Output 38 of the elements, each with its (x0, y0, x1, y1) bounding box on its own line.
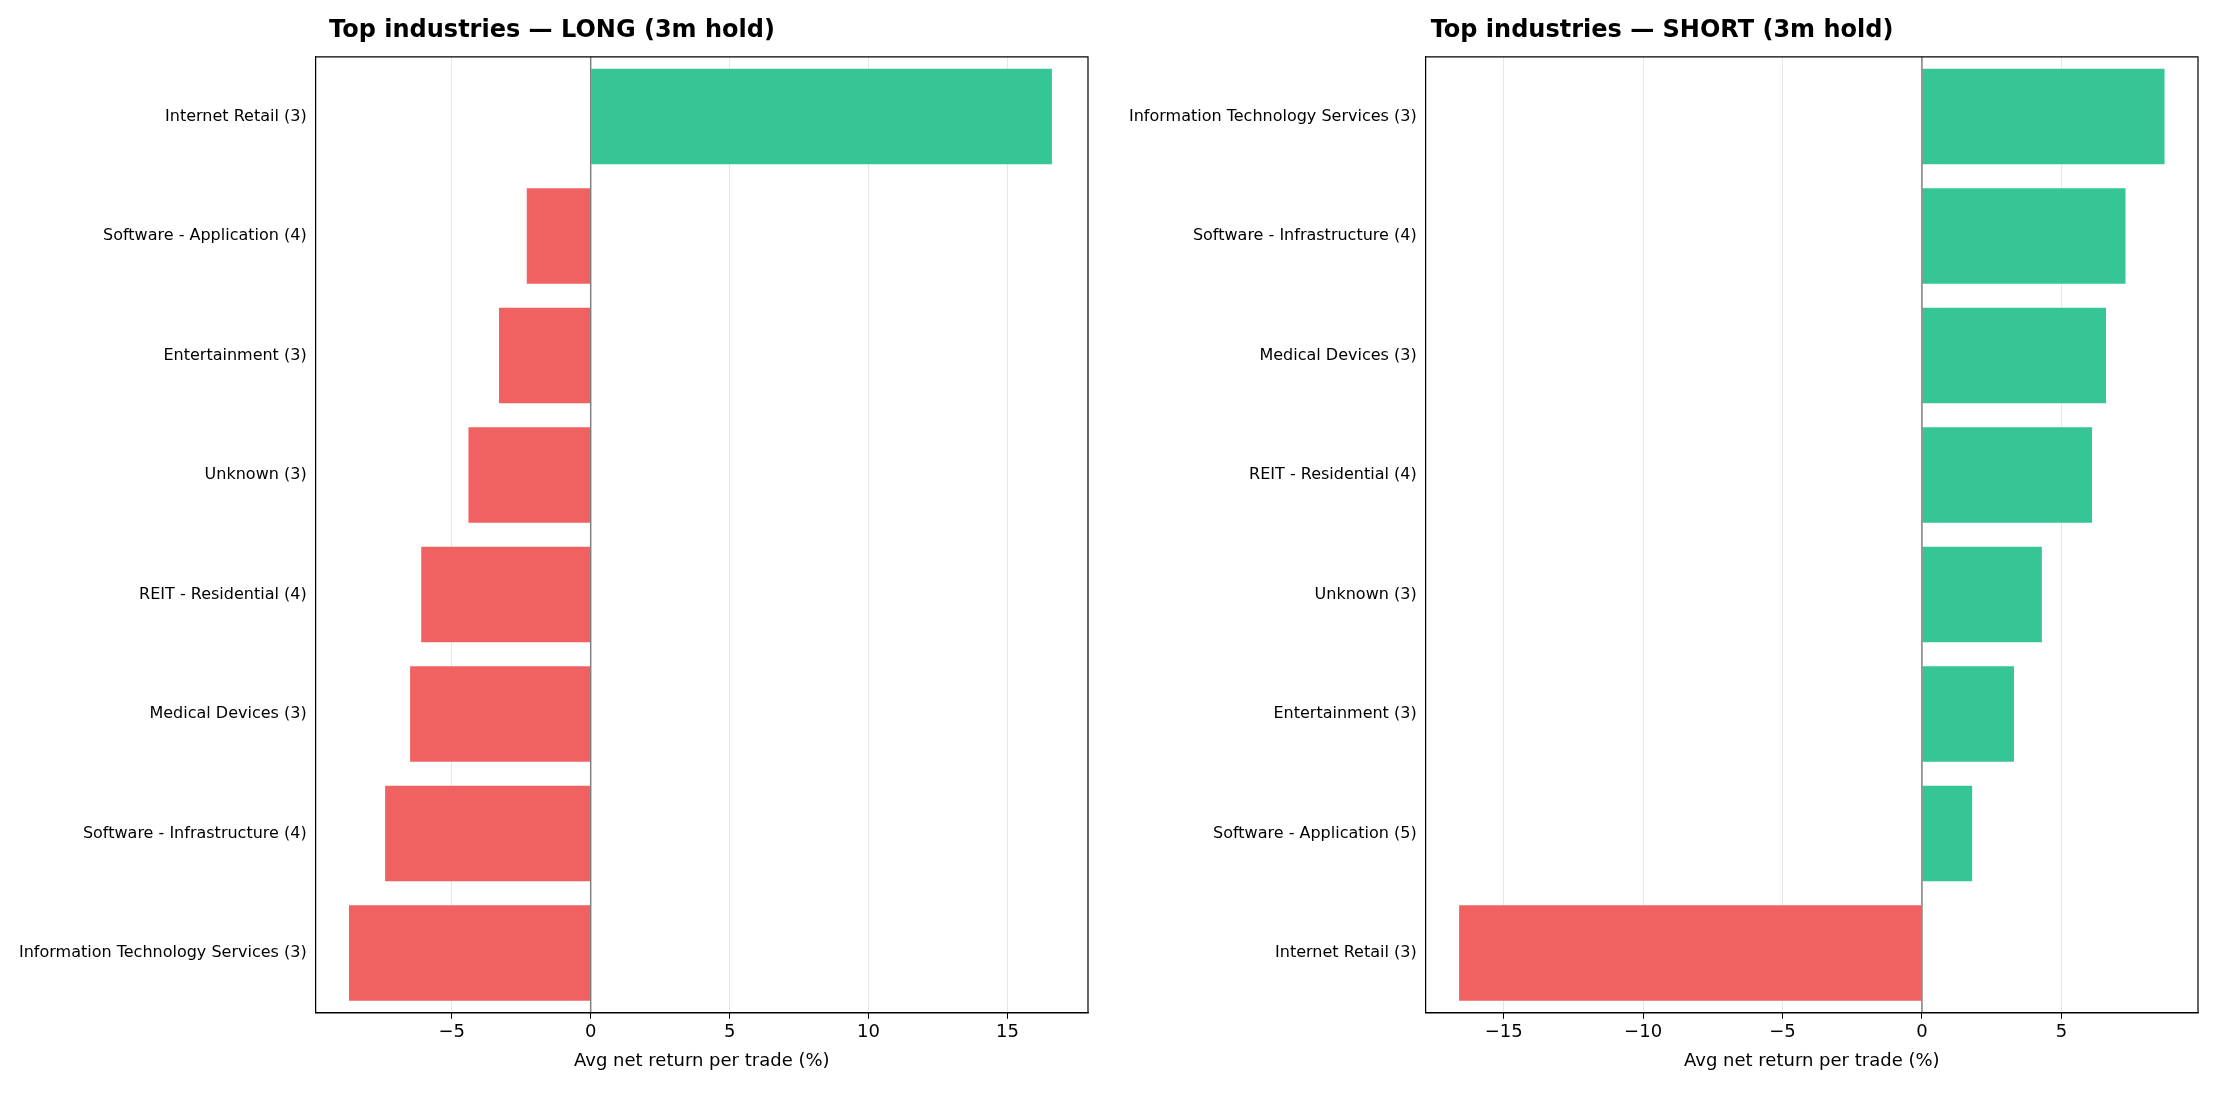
y-tick-label: Software - Infrastructure (4) (1192, 225, 1417, 245)
y-tick-label: Unknown (3) (204, 464, 307, 484)
chart-title: Top industries — SHORT (3m hold) (1430, 14, 1894, 43)
x-tick-label: 0 (1916, 1020, 1928, 1042)
chart-title: Top industries — LONG (3m hold) (329, 14, 775, 43)
y-tick-label: Internet Retail (3) (1275, 942, 1417, 962)
y-tick-label: Software - Application (4) (103, 225, 307, 245)
y-tick-label: Unknown (3) (1314, 583, 1417, 603)
y-tick-label: REIT - Residential (4) (1249, 464, 1417, 484)
y-tick-label: Entertainment (3) (163, 344, 307, 364)
x-tick-label: 10 (857, 1020, 880, 1042)
x-tick-label: −5 (438, 1020, 466, 1042)
x-tick-label: −15 (1484, 1020, 1523, 1042)
x-axis-title: Avg net return per trade (%) (574, 1048, 830, 1070)
bar (1922, 785, 1973, 882)
x-tick-label: 0 (584, 1020, 597, 1042)
y-tick-label: REIT - Residential (4) (139, 583, 307, 603)
bar (1922, 427, 2093, 523)
y-tick-label: Medical Devices (3) (1259, 344, 1417, 364)
y-tick-label: Information Technology Services (3) (1128, 105, 1417, 125)
y-tick-label: Software - Application (5) (1213, 822, 1417, 842)
bar (1922, 68, 2165, 165)
y-tick-label: Medical Devices (3) (149, 703, 307, 723)
x-tick-label: −5 (1769, 1020, 1796, 1042)
y-tick-label: Software - Infrastructure (4) (82, 822, 307, 842)
x-axis-title: Avg net return per trade (%) (1684, 1048, 1940, 1070)
bar (1922, 546, 2042, 643)
x-tick-label: −10 (1624, 1020, 1663, 1042)
bar (1459, 905, 1922, 1001)
y-tick-label: Entertainment (3) (1273, 703, 1417, 723)
x-tick-label: 5 (2055, 1020, 2068, 1042)
x-tick-label: 5 (723, 1020, 736, 1042)
bar (1922, 666, 2014, 762)
y-tick-label: Information Technology Services (3) (18, 942, 307, 962)
y-tick-label: Internet Retail (3) (165, 105, 307, 125)
bar (1922, 188, 2126, 284)
x-tick-label: 15 (995, 1020, 1019, 1042)
bar (1922, 307, 2106, 404)
